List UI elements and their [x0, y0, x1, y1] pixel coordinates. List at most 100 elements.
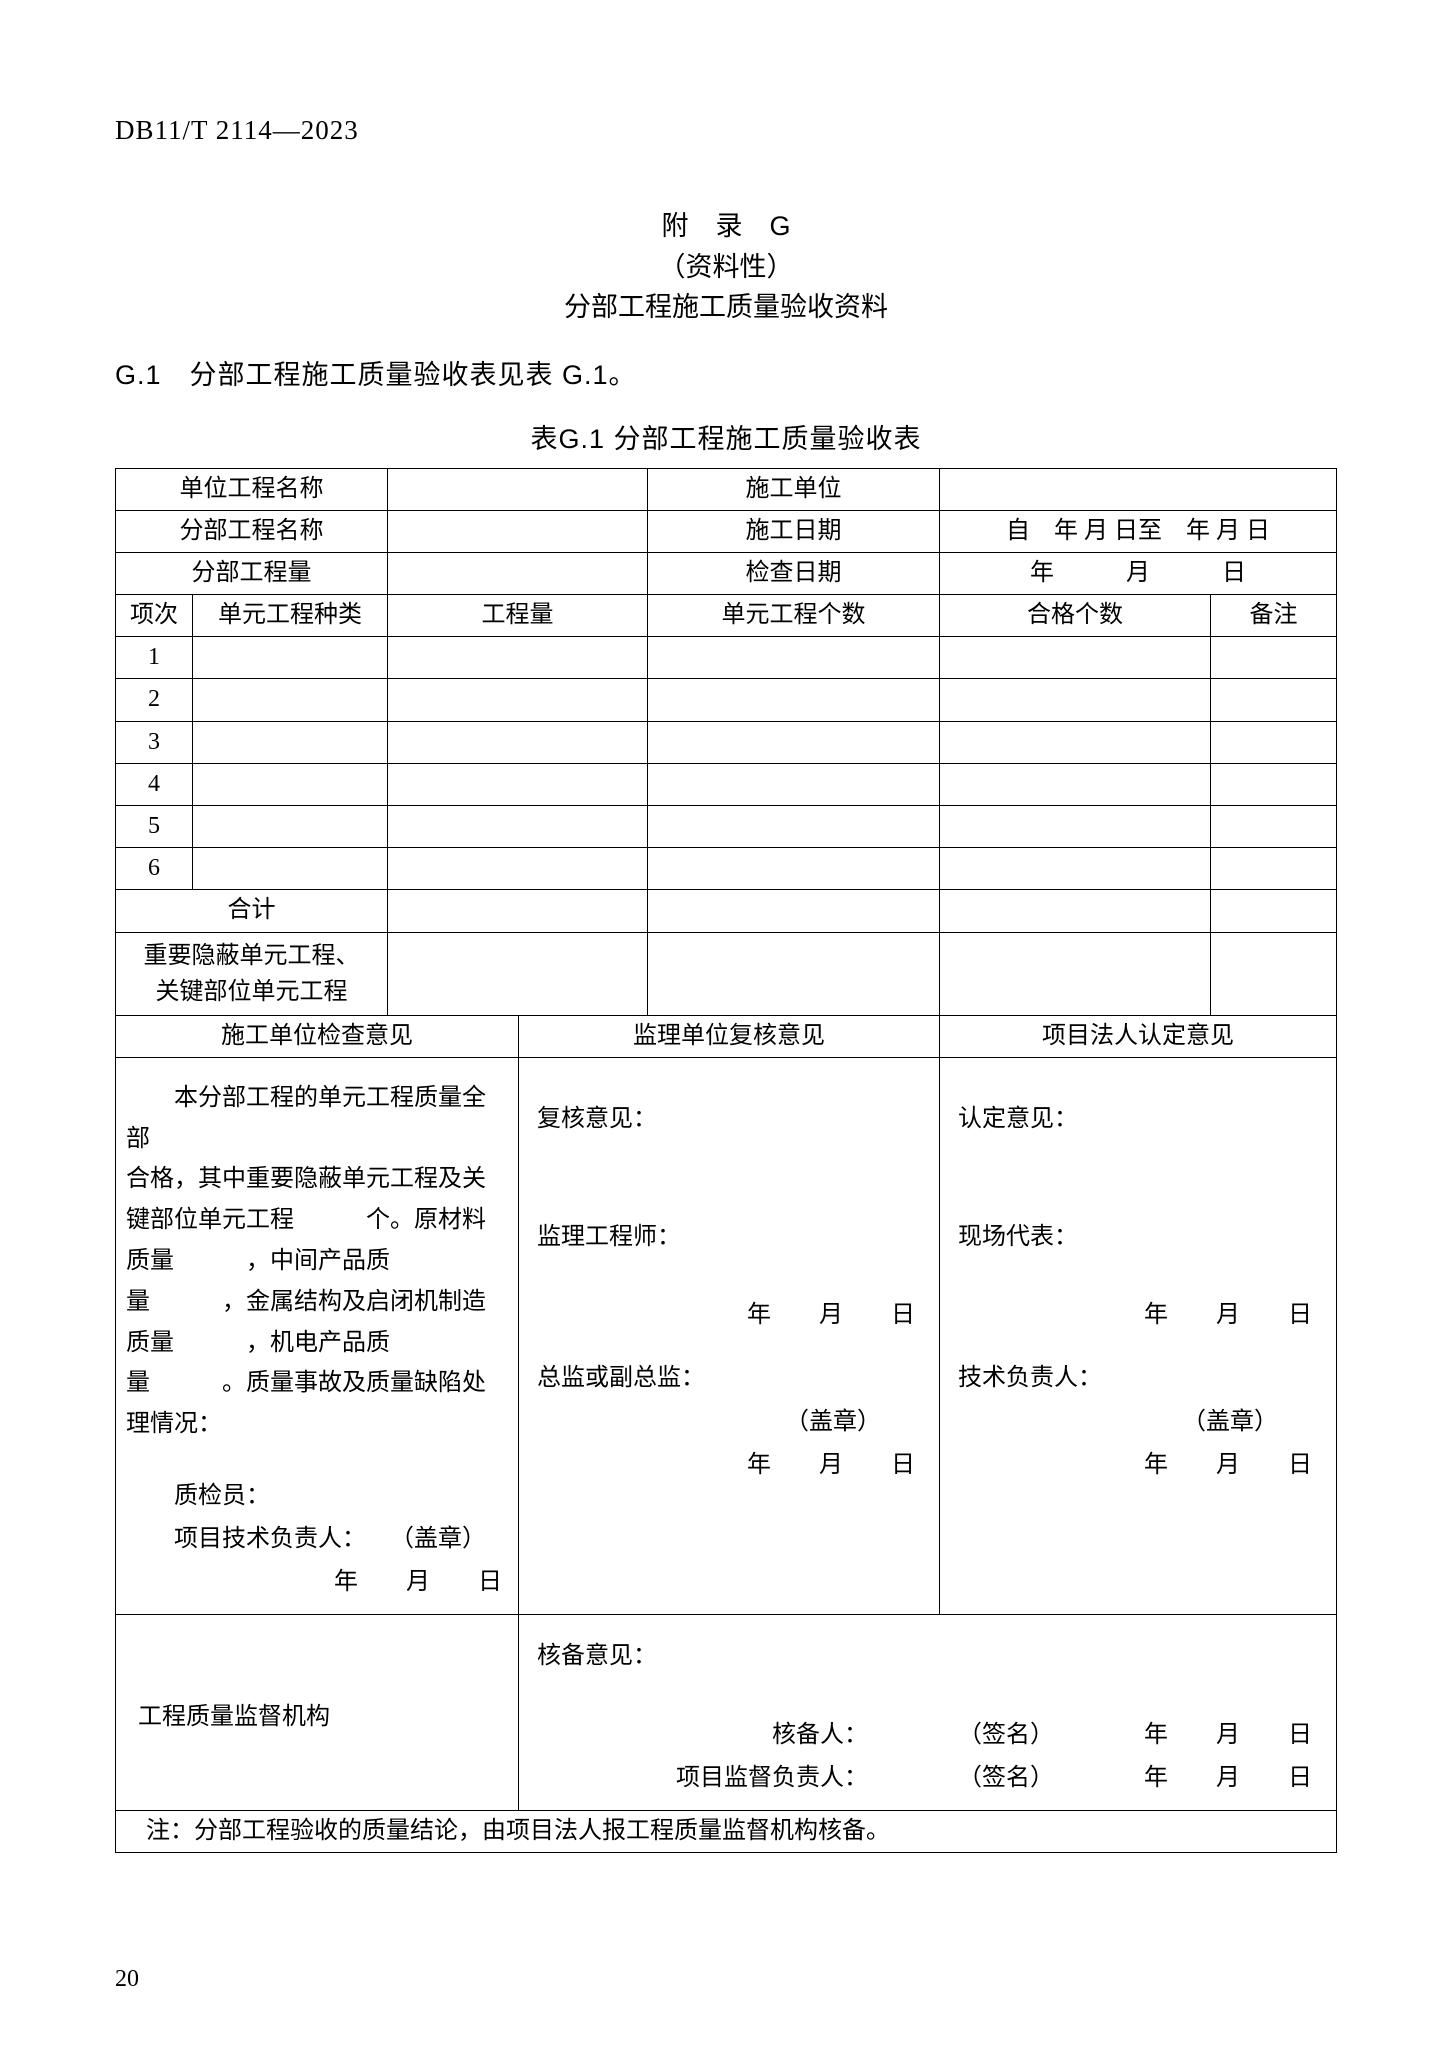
sup-l1: 核备意见：: [537, 1643, 657, 1669]
cell: [1211, 848, 1337, 890]
cell: [940, 721, 1211, 763]
cell: [648, 932, 940, 1015]
op-c-date1: 年 月 日: [1144, 1302, 1312, 1328]
value-unit-project-name: [388, 468, 648, 510]
cell: [388, 637, 648, 679]
cell: [648, 890, 940, 932]
owner-opinion-body: 认定意见： 现场代表： 年 月 日 技术负责人： （盖章） 年 月 日: [940, 1057, 1337, 1615]
op-a-tech: 项目技术负责人： （盖章）: [174, 1526, 486, 1552]
section-g1: G.1 分部工程施工质量验收表见表 G.1。: [115, 353, 1337, 392]
appendix-heading: 附 录 G （资料性） 分部工程施工质量验收资料: [115, 206, 1337, 328]
cell: [648, 637, 940, 679]
op-a-qc: 质检员：: [174, 1483, 270, 1509]
value-section-quantity: [388, 552, 648, 594]
cell: [1211, 721, 1337, 763]
cell: [940, 637, 1211, 679]
key-unit-l2: 关键部位单元工程: [156, 979, 348, 1005]
cell-no: 6: [116, 848, 193, 890]
cell: [1211, 637, 1337, 679]
cell: [388, 806, 648, 848]
cell: [940, 890, 1211, 932]
table-row: 项次 单元工程种类 工程量 单元工程个数 合格个数 备注: [116, 595, 1337, 637]
op-b-date2: 年 月 日: [747, 1452, 915, 1478]
table-row: 单位工程名称 施工单位: [116, 468, 1337, 510]
col-unit-type: 单元工程种类: [193, 595, 388, 637]
op-a-p1h: 理情况：: [126, 1411, 222, 1437]
cell: [388, 890, 648, 932]
supervision-opinion-body: 复核意见： 监理工程师： 年 月 日 总监或副总监： （盖章） 年 月 日: [519, 1057, 940, 1615]
op-c-tech: 技术负责人：: [958, 1365, 1102, 1391]
table-row: 2: [116, 679, 1337, 721]
quality-supervision-label: 工程质量监督机构: [116, 1615, 519, 1811]
table-row: 施工单位检查意见 监理单位复核意见 项目法人认定意见: [116, 1015, 1337, 1057]
table-row: 5: [116, 806, 1337, 848]
appendix-nature: （资料性）: [115, 247, 1337, 288]
construction-opinion-body: 本分部工程的单元工程质量全部 合格，其中重要隐蔽单元工程及关 键部位单元工程 个…: [116, 1057, 519, 1615]
op-a-p1d: 质量 ，中间产品质: [126, 1248, 390, 1274]
key-unit-l1: 重要隐蔽单元工程、: [144, 943, 360, 969]
sup-sign2: （签名）: [958, 1765, 1054, 1791]
col-remark: 备注: [1211, 595, 1337, 637]
sup-lead: 项目监督负责人：: [676, 1765, 868, 1791]
cell: [388, 932, 648, 1015]
table-row: 4: [116, 763, 1337, 805]
appendix-title: 分部工程施工质量验收资料: [115, 287, 1337, 328]
op-b-date1: 年 月 日: [747, 1302, 915, 1328]
cell: [193, 637, 388, 679]
table-row: 3: [116, 721, 1337, 763]
table-caption: 表G.1 分部工程施工质量验收表: [115, 417, 1337, 456]
op-b-seal: （盖章）: [785, 1409, 881, 1435]
cell: [940, 806, 1211, 848]
sup-sign1: （签名）: [958, 1722, 1054, 1748]
table-row: 合计: [116, 890, 1337, 932]
cell: [940, 848, 1211, 890]
value-construction-date: 自 年 月 日至 年 月 日: [940, 510, 1337, 552]
table-row: 分部工程量 检查日期 年 月 日: [116, 552, 1337, 594]
cell: [193, 679, 388, 721]
op-a-p1c: 键部位单元工程 个。原材料: [126, 1207, 486, 1233]
cell: [648, 763, 940, 805]
op-c-seal: （盖章）: [1182, 1409, 1278, 1435]
label-total: 合计: [116, 890, 388, 932]
op-a-p1f: 质量 ，机电产品质: [126, 1330, 390, 1356]
table-row: 1: [116, 637, 1337, 679]
cell: [1211, 890, 1337, 932]
cell: [193, 763, 388, 805]
table-row: 本分部工程的单元工程质量全部 合格，其中重要隐蔽单元工程及关 键部位单元工程 个…: [116, 1057, 1337, 1615]
value-section-name: [388, 510, 648, 552]
quality-supervision-body: 核备意见： 核备人： （签名） 年 月 日 项目监督负责人： （签名） 年 月 …: [519, 1615, 1337, 1811]
cell: [1211, 679, 1337, 721]
label-unit-project-name: 单位工程名称: [116, 468, 388, 510]
op-b-l1: 复核意见：: [537, 1106, 657, 1132]
sup-date1: 年 月 日: [1144, 1722, 1312, 1748]
cell: [388, 679, 648, 721]
op-a-p1e: 量 ，金属结构及启闭机制造: [126, 1289, 486, 1315]
label-construction-date: 施工日期: [648, 510, 940, 552]
value-construction-unit: [940, 468, 1337, 510]
cell: [193, 848, 388, 890]
op-a-p1g: 量 。质量事故及质量缺陷处: [126, 1370, 486, 1396]
label-section-name: 分部工程名称: [116, 510, 388, 552]
cell-no: 2: [116, 679, 193, 721]
op-a-date: 年 月 日: [334, 1569, 502, 1595]
table-row: 重要隐蔽单元工程、 关键部位单元工程: [116, 932, 1337, 1015]
label-inspection-date: 检查日期: [648, 552, 940, 594]
value-inspection-date: 年 月 日: [940, 552, 1337, 594]
sup-date2: 年 月 日: [1144, 1765, 1312, 1791]
appendix-label: 附 录 G: [115, 206, 1337, 247]
table-row: 工程质量监督机构 核备意见： 核备人： （签名） 年 月 日 项目监督负责人： …: [116, 1615, 1337, 1811]
document-code: DB11/T 2114—2023: [115, 115, 1337, 146]
cell: [193, 721, 388, 763]
op-c-rep: 现场代表：: [958, 1224, 1078, 1250]
label-key-unit: 重要隐蔽单元工程、 关键部位单元工程: [116, 932, 388, 1015]
col-qualified-count: 合格个数: [940, 595, 1211, 637]
cell: [388, 763, 648, 805]
col-item-no: 项次: [116, 595, 193, 637]
cell: [1211, 932, 1337, 1015]
page-number: 20: [115, 1966, 139, 1993]
cell: [648, 721, 940, 763]
cell-no: 4: [116, 763, 193, 805]
header-owner-opinion: 项目法人认定意见: [940, 1015, 1337, 1057]
header-supervision-opinion: 监理单位复核意见: [519, 1015, 940, 1057]
label-construction-unit: 施工单位: [648, 468, 940, 510]
